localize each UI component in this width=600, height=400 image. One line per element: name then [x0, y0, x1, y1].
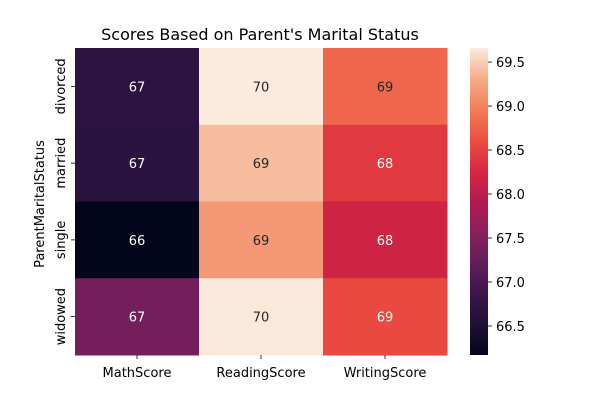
- colorbar-tick-label: 68.0: [496, 188, 525, 203]
- colorbar-tick-label: 69.0: [496, 100, 525, 115]
- heatmap-cell: [75, 278, 200, 356]
- heatmap-cell: [199, 278, 324, 356]
- cell-annotation: 66: [129, 234, 146, 249]
- heatmap-annotations: 67 70 69 67 69 68 66 69 68 67 70 69: [129, 80, 394, 325]
- heatmap-cell: [75, 124, 200, 202]
- colorbar-tick-label: 69.5: [496, 56, 525, 71]
- cell-annotation: 67: [129, 80, 146, 95]
- cell-annotation: 69: [377, 80, 394, 95]
- colorbar-tick-label: 67.5: [496, 232, 525, 247]
- heatmap-cell: [323, 201, 448, 279]
- y-axis-label: ParentMaritalStatus: [33, 140, 48, 268]
- cell-annotation: 70: [253, 80, 270, 95]
- x-tick-label: MathScore: [103, 366, 172, 381]
- chart-title: Scores Based on Parent's Marital Status: [101, 25, 419, 44]
- cell-annotation: 67: [129, 311, 146, 326]
- cell-annotation: 70: [253, 311, 270, 326]
- heatmap-cell: [323, 278, 448, 356]
- y-axis-ticks: divorced married single widowed: [54, 58, 75, 345]
- x-tick-label: WritingScore: [344, 366, 427, 381]
- cell-annotation: 69: [377, 311, 394, 326]
- heatmap-cell: [199, 201, 324, 279]
- cell-annotation: 68: [377, 157, 394, 172]
- colorbar-tick-label: 67.0: [496, 276, 525, 291]
- y-tick-label: divorced: [54, 58, 69, 114]
- heatmap-cell: [323, 124, 448, 202]
- heatmap-cell: [75, 201, 200, 279]
- colorbar-tick-label: 68.5: [496, 144, 525, 159]
- y-tick-label: married: [54, 138, 69, 189]
- y-tick-label: widowed: [54, 288, 69, 345]
- y-tick-label: single: [54, 221, 69, 260]
- heatmap-cell: [323, 48, 448, 126]
- x-axis-ticks: MathScore ReadingScore WritingScore: [103, 355, 427, 381]
- cell-annotation: 67: [129, 157, 146, 172]
- cell-annotation: 69: [253, 234, 270, 249]
- heatmap-cell: [199, 124, 324, 202]
- cell-annotation: 69: [253, 157, 270, 172]
- heatmap-cell: [199, 48, 324, 126]
- colorbar-tick-label: 66.5: [496, 320, 525, 335]
- colorbar: 66.5 67.0 67.5 68.0 68.5 69.0 69.5: [470, 48, 525, 355]
- heatmap-cell: [75, 48, 200, 126]
- x-tick-label: ReadingScore: [216, 366, 305, 381]
- heatmap-cells: [75, 48, 448, 356]
- colorbar-gradient: [470, 48, 488, 355]
- cell-annotation: 68: [377, 234, 394, 249]
